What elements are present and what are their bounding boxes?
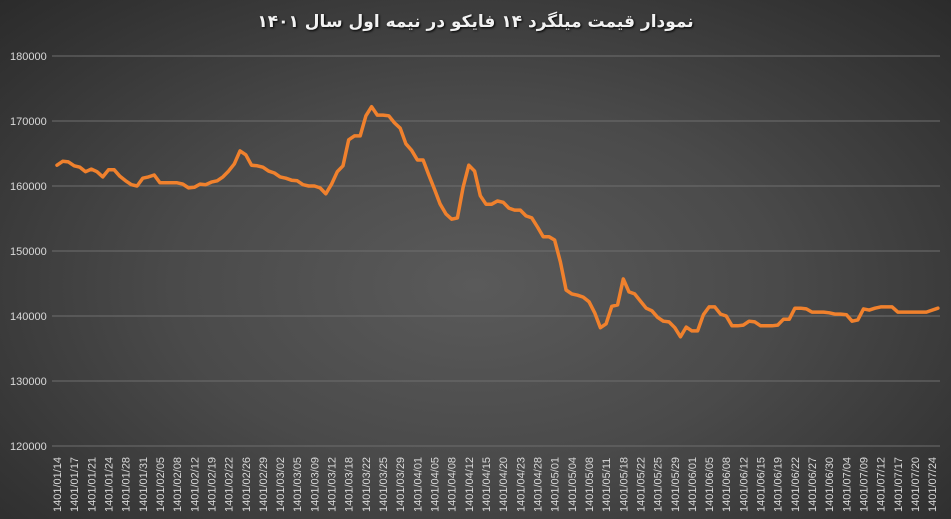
x-tick-label: 1401/04/12 <box>464 457 476 512</box>
x-tick-label: 1401/04/01 <box>412 457 424 512</box>
x-tick-label: 1401/07/09 <box>859 457 871 512</box>
x-tick-label: 1401/04/08 <box>447 457 459 512</box>
x-axis-labels: 1401/01/14 1401/01/17 1401/01/21 1401/01/24… <box>52 457 939 512</box>
x-tick-label: 1401/07/17 <box>893 457 905 512</box>
x-tick-label: 1401/06/27 <box>807 457 819 512</box>
x-tick-label: 1401/03/25 <box>378 457 390 512</box>
x-tick-label: 1401/02/05 <box>155 457 167 512</box>
x-tick-label: 1401/03/02 <box>275 457 287 512</box>
x-tick-label: 1401/05/18 <box>618 457 630 512</box>
x-tick-label: 1401/05/08 <box>584 457 596 512</box>
y-tick-label: 150000 <box>10 246 47 258</box>
x-tick-label: 1401/03/05 <box>292 457 304 512</box>
x-tick-label: 1401/02/12 <box>189 457 201 512</box>
x-tick-label: 1401/03/22 <box>361 457 373 512</box>
x-tick-label: 1401/06/08 <box>721 457 733 512</box>
x-tick-label: 1401/03/29 <box>395 457 407 512</box>
x-tick-label: 1401/06/15 <box>756 457 768 512</box>
x-tick-label: 1401/05/29 <box>670 457 682 512</box>
x-tick-label: 1401/05/01 <box>550 457 562 512</box>
gridlines <box>52 55 940 447</box>
x-tick-label: 1401/01/28 <box>121 457 133 512</box>
x-tick-label: 1401/03/18 <box>344 457 356 512</box>
x-tick-label: 1401/07/20 <box>910 457 922 512</box>
y-tick-label: 140000 <box>10 311 47 323</box>
x-tick-label: 1401/07/24 <box>927 457 939 512</box>
x-tick-label: 1401/06/12 <box>738 457 750 512</box>
x-tick-label: 1401/06/05 <box>704 457 716 512</box>
x-tick-label: 1401/01/21 <box>86 457 98 512</box>
x-tick-label: 1401/04/28 <box>532 457 544 512</box>
x-tick-label: 1401/02/08 <box>172 457 184 512</box>
x-tick-label: 1401/05/04 <box>567 457 579 512</box>
chart-title: نمودار قیمت میلگرد ۱۴ فایکو در نیمه اول … <box>257 12 694 32</box>
x-tick-label: 1401/07/04 <box>841 457 853 512</box>
x-tick-label: 1401/04/20 <box>498 457 510 512</box>
x-tick-label: 1401/06/30 <box>824 457 836 512</box>
x-tick-label: 1401/05/11 <box>601 458 613 512</box>
x-tick-label: 1401/05/25 <box>653 457 665 512</box>
x-tick-label: 1401/04/05 <box>430 457 442 512</box>
x-tick-label: 1401/02/29 <box>258 457 270 512</box>
x-tick-label: 1401/06/22 <box>790 457 802 512</box>
x-tick-label: 1401/04/23 <box>515 457 527 512</box>
x-tick-label: 1401/01/24 <box>103 457 115 512</box>
y-axis-labels: 120000 130000 140000 150000 160000 170000 1800… <box>10 51 47 453</box>
y-tick-label: 170000 <box>10 116 47 128</box>
x-tick-label: 1401/01/17 <box>69 457 81 512</box>
x-tick-label: 1401/01/14 <box>52 457 64 512</box>
x-tick-label: 1401/02/26 <box>241 457 253 512</box>
x-tick-label: 1401/02/22 <box>224 457 236 512</box>
x-tick-label: 1401/01/31 <box>138 457 150 512</box>
x-tick-label: 1401/03/12 <box>327 457 339 512</box>
x-tick-label: 1401/05/22 <box>635 457 647 512</box>
y-tick-label: 120000 <box>10 441 47 453</box>
x-tick-label: 1401/06/19 <box>773 457 785 512</box>
y-tick-label: 180000 <box>10 51 47 63</box>
price-line <box>55 104 940 339</box>
x-tick-label: 1401/04/15 <box>481 457 493 512</box>
x-tick-label: 1401/07/12 <box>876 457 888 512</box>
x-tick-label: 1401/06/01 <box>687 457 699 512</box>
x-tick-label: 1401/02/19 <box>206 457 218 512</box>
y-tick-label: 130000 <box>10 376 47 388</box>
y-tick-label: 160000 <box>10 181 47 193</box>
x-tick-label: 1401/03/09 <box>309 457 321 512</box>
